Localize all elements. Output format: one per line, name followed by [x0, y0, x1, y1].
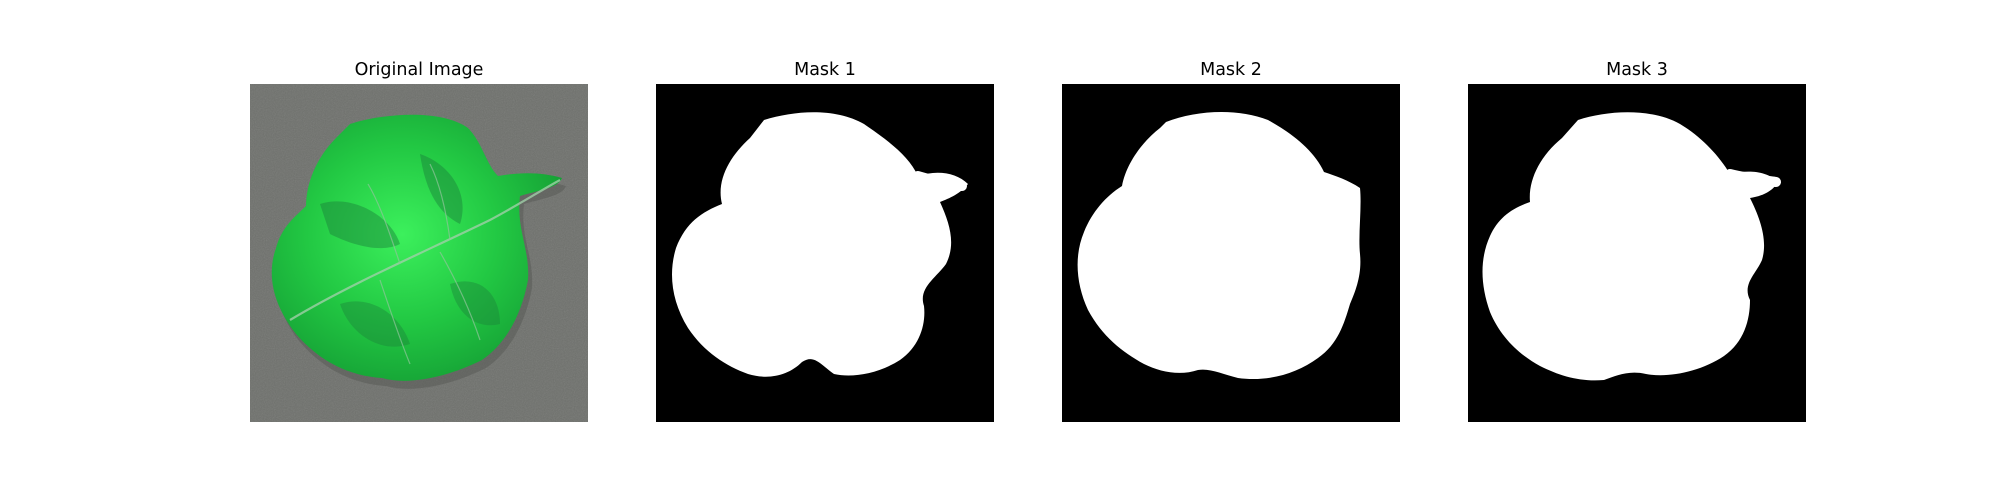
panel-title-mask-3: Mask 3: [1606, 60, 1668, 80]
mask-3-image: [1468, 84, 1806, 422]
mask-1-image: [656, 84, 994, 422]
panel-title-mask-2: Mask 2: [1200, 60, 1262, 80]
mask-2-image: [1062, 84, 1400, 422]
panel-title-original: Original Image: [354, 60, 484, 80]
original-image: [250, 84, 588, 422]
panel-title-mask-1: Mask 1: [794, 60, 856, 80]
